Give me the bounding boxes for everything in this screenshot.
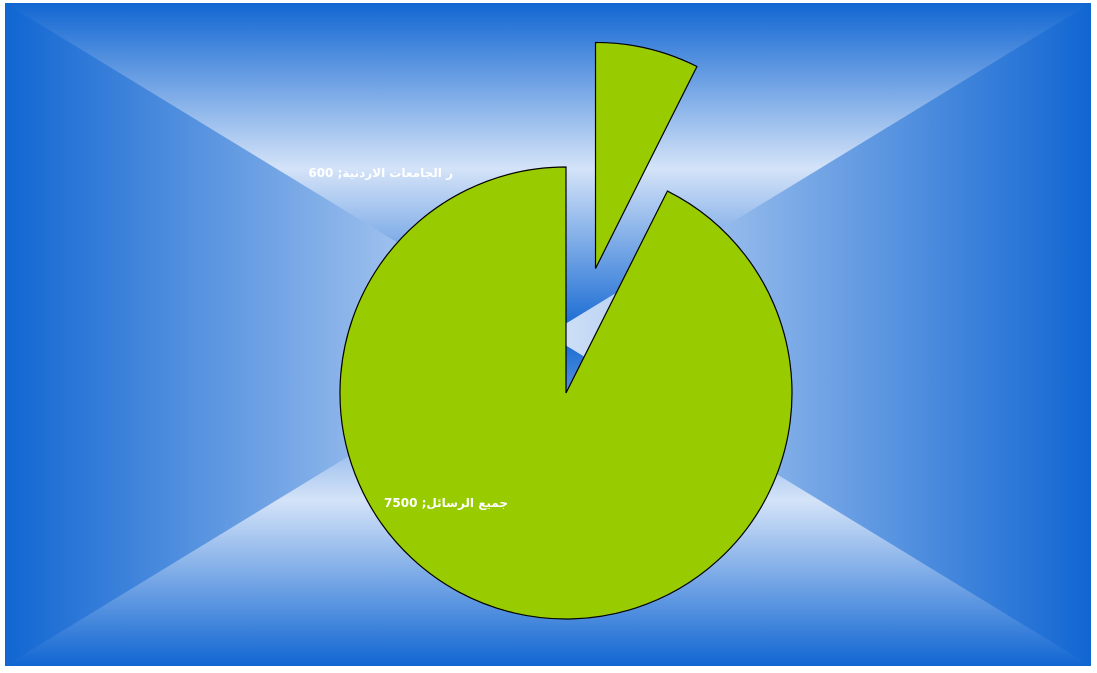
pie-slice-0 [339,166,793,620]
pie-data-labels: جميع الرسائل; 7500 ر الجامعات الاردنية; 6… [308,166,508,510]
pie-chart: جميع الرسائل; 7500 ر الجامعات الاردنية; 6… [5,3,1091,666]
pie-slice-1 [594,41,698,269]
pie-chart-svg: جميع الرسائل; 7500 ر الجامعات الاردنية; 6… [5,3,1091,666]
pie-data-label-1: ر الجامعات الاردنية; 600 [308,166,453,180]
pie-slices [339,41,793,620]
pie-data-label-0: جميع الرسائل; 7500 [384,496,508,510]
